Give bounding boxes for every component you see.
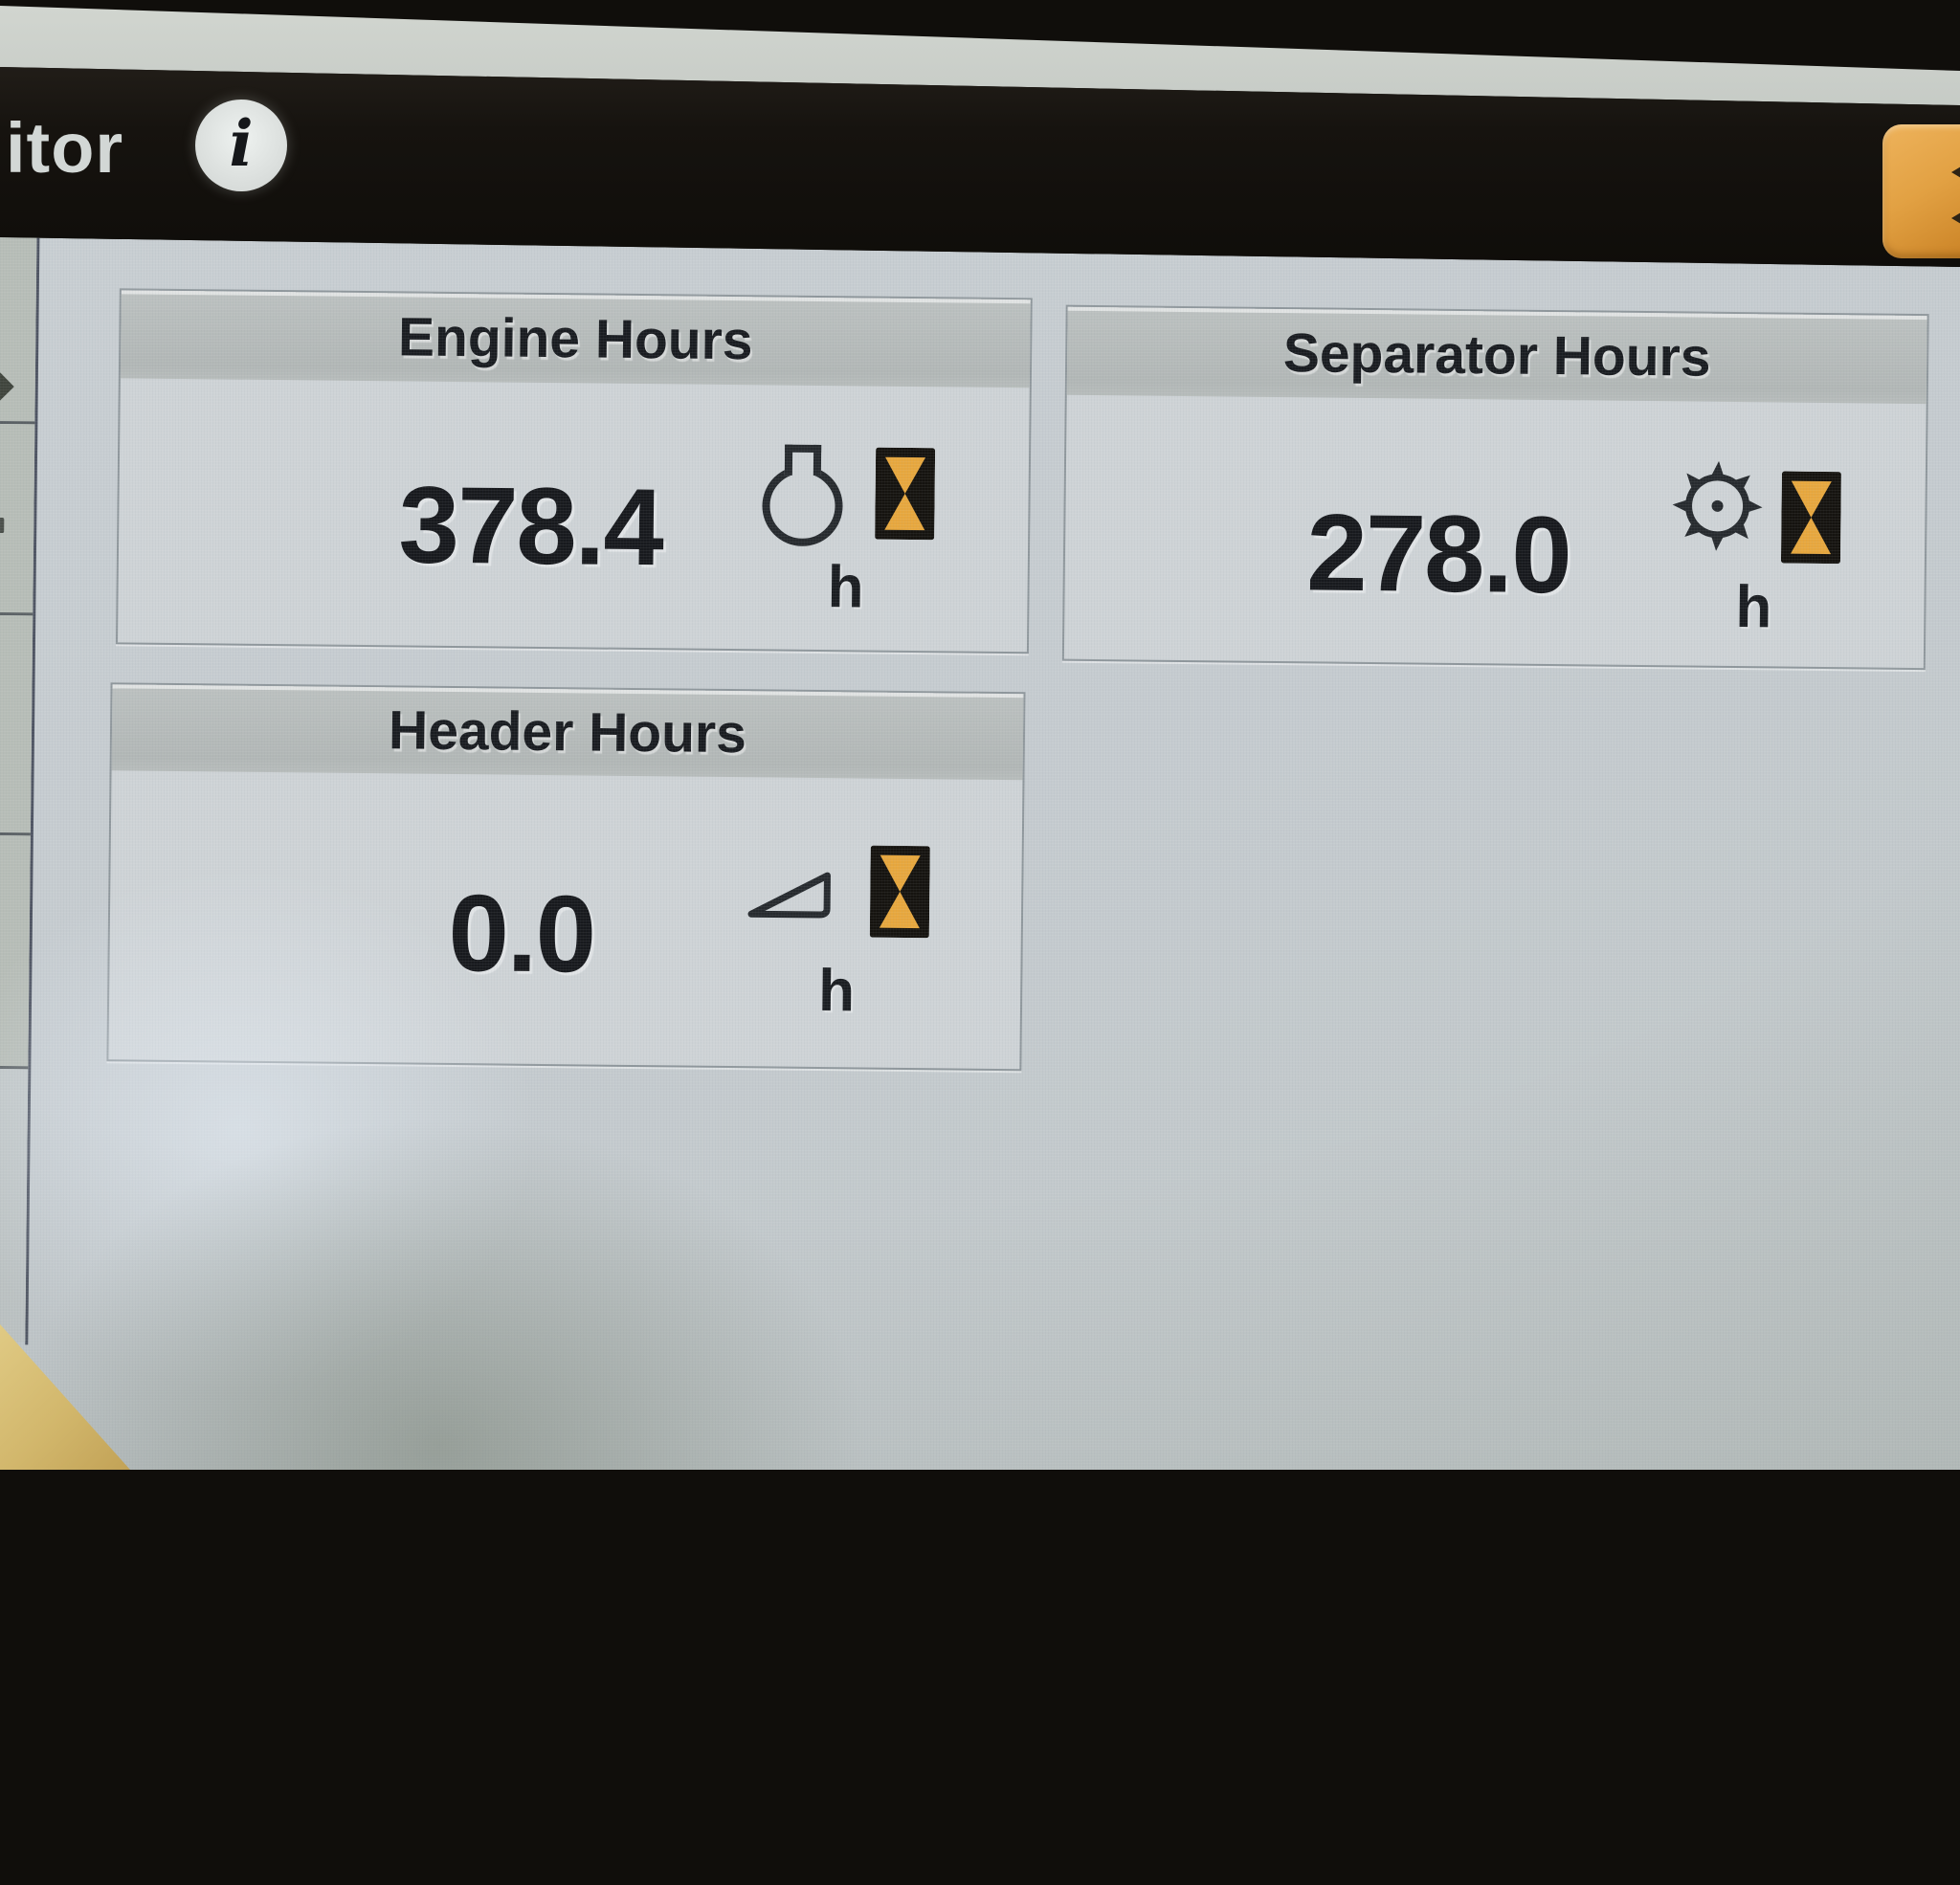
separator-hours-header: Separator Hours (1066, 306, 1927, 405)
hourglass-icon (875, 447, 936, 541)
separator-hours-title: Separator Hours (1282, 322, 1711, 388)
separator-hours-unit: h (1735, 574, 1772, 641)
engine-hours-title: Engine Hours (397, 306, 753, 372)
info-icon: i (229, 106, 254, 181)
separator-hours-value: 278.0 (1305, 492, 1571, 617)
header-hours-title: Header Hours (388, 699, 747, 765)
engine-hours-value: 378.4 (397, 464, 663, 589)
arrow-right-icon (0, 364, 14, 410)
header-hours-value: 0.0 (447, 872, 595, 996)
page-title-partial: itor (6, 108, 124, 188)
side-tab-4[interactable] (0, 834, 31, 1070)
chevron-left-icon (1951, 155, 1960, 189)
separator-hours-panel: Separator Hours 278.0 (1061, 304, 1929, 671)
side-tab-1[interactable] (0, 237, 37, 425)
separator-drum-icon (1670, 458, 1765, 553)
header-hours-header: Header Hours (111, 684, 1024, 781)
menu-button[interactable] (1882, 124, 1960, 258)
side-tab-5[interactable] (0, 1068, 29, 1342)
hourglass-icon (1780, 471, 1841, 565)
hourglass-icon (869, 845, 930, 939)
header-hours-panel: Header Hours 0.0 h (106, 682, 1026, 1072)
engine-hours-panel: Engine Hours 378.4 h (115, 288, 1033, 654)
side-tab-2[interactable] (0, 423, 35, 616)
header-cutterbar-icon (747, 863, 835, 921)
engine-hours-header: Engine Hours (120, 290, 1031, 388)
header-hours-unit: h (817, 958, 856, 1025)
left-tab-strip (0, 237, 40, 1345)
side-tab-3[interactable] (0, 614, 33, 836)
engine-hours-unit: h (827, 554, 864, 621)
titlebar: itor i (0, 67, 1960, 267)
chevron-left-icon (1951, 201, 1960, 235)
engine-icon (762, 465, 843, 547)
tab-glyph-fragment (0, 517, 5, 534)
info-button[interactable]: i (195, 100, 287, 191)
